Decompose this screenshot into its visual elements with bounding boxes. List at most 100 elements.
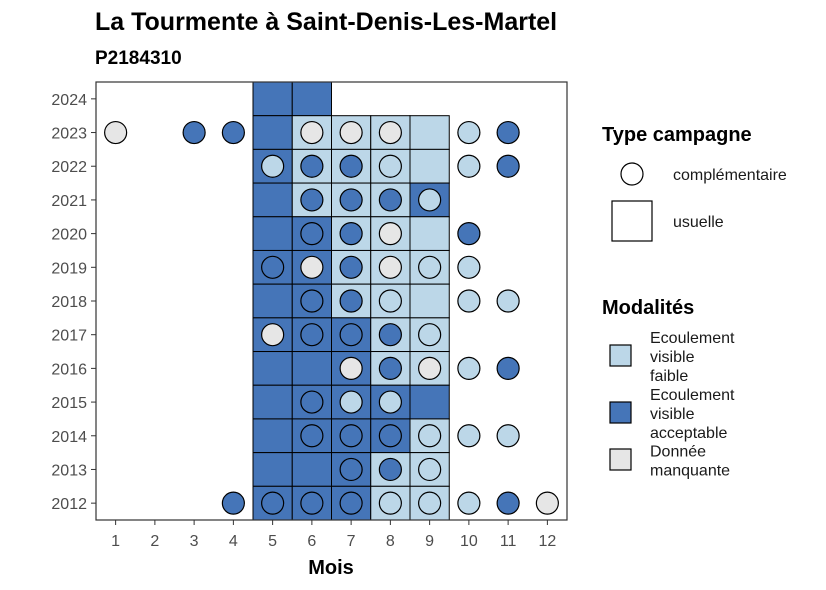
legend-circle-symbol [620, 162, 644, 186]
y-tick-label-2019: 2019 [51, 260, 87, 277]
tile-2016-5 [252, 351, 293, 386]
point-2012-5 [261, 491, 285, 515]
x-tick-label-4: 4 [229, 533, 238, 550]
y-tick-label-2012: 2012 [51, 496, 87, 513]
legend: Type campagne complémentaire usuelle Mod… [602, 124, 787, 480]
legend-modalites-items: Ecoulement visible faible Ecoulement visible… [609, 330, 735, 480]
point-2021-7 [339, 188, 363, 212]
point-2019-10 [457, 255, 481, 279]
legend-label-line: acceptable [650, 425, 727, 442]
x-tick-label-9: 9 [425, 533, 434, 550]
point-2023-8 [378, 120, 402, 145]
x-tick-label-7: 7 [347, 533, 356, 550]
point-2012-11 [496, 491, 520, 515]
y-tick-label-2023: 2023 [51, 126, 87, 143]
y-tick-label-2016: 2016 [51, 361, 87, 378]
complementaire-points [104, 120, 559, 515]
point-2012-6 [300, 491, 324, 515]
tile-2023-9 [409, 115, 450, 150]
point-2014-10 [457, 424, 481, 448]
point-2012-4 [221, 491, 245, 515]
point-2018-10 [457, 289, 481, 313]
point-2012-8 [378, 491, 402, 515]
y-tick-label-2015: 2015 [51, 395, 87, 412]
point-2022-6 [300, 154, 324, 178]
tile-2024-5 [252, 81, 293, 117]
point-2019-8 [378, 255, 402, 279]
point-2017-7 [339, 323, 363, 347]
point-2018-8 [378, 289, 402, 313]
tile-2015-5 [252, 384, 293, 420]
point-2017-9 [418, 323, 442, 347]
point-2018-11 [496, 289, 520, 313]
tile-2015-9 [409, 384, 450, 420]
tile-2016-6 [291, 351, 332, 386]
x-tick-label-6: 6 [307, 533, 316, 550]
point-2016-10 [457, 356, 481, 380]
point-2023-4 [221, 120, 245, 145]
point-2017-6 [300, 323, 324, 347]
point-2014-7 [339, 424, 363, 448]
point-2022-7 [339, 154, 363, 178]
point-2018-7 [339, 289, 363, 313]
point-2023-1 [104, 120, 128, 145]
point-2012-10 [457, 491, 481, 515]
plot-area [95, 81, 568, 521]
legend-label-line: Ecoulement [650, 330, 735, 347]
tile-2023-5 [252, 115, 293, 150]
point-2022-10 [457, 154, 481, 178]
point-2012-7 [339, 491, 363, 515]
tile-2018-9 [409, 283, 450, 319]
legend-type-complementaire: complémentaire [673, 167, 787, 184]
point-2016-9 [418, 356, 442, 380]
legend-type-title: Type campagne [602, 124, 752, 146]
y-tick-label-2024: 2024 [51, 92, 87, 109]
point-2015-6 [300, 390, 324, 414]
y-tick-label-2013: 2013 [51, 462, 87, 479]
chart-title: La Tourmente à Saint-Denis-Les-Martel [95, 8, 557, 36]
point-2018-6 [300, 289, 324, 313]
tile-2021-5 [252, 182, 293, 218]
point-2023-11 [496, 120, 520, 145]
tile-2020-5 [252, 216, 293, 251]
tile-2013-6 [291, 452, 332, 487]
tile-2024-6 [291, 81, 332, 117]
legend-square-symbol [611, 200, 653, 242]
point-2022-11 [496, 154, 520, 178]
chart-subtitle: P2184310 [95, 48, 182, 69]
point-2012-9 [418, 491, 442, 515]
point-2023-6 [300, 120, 324, 145]
point-2021-6 [300, 188, 324, 212]
point-2015-7 [339, 390, 363, 414]
legend-label-line: visible [650, 349, 695, 366]
point-2023-10 [457, 120, 481, 145]
point-2013-8 [378, 457, 402, 482]
point-2013-7 [339, 457, 363, 482]
point-2016-11 [496, 356, 520, 380]
point-2022-8 [378, 154, 402, 178]
legend-modalites-title: Modalités [602, 297, 694, 319]
point-2014-8 [378, 424, 402, 448]
legend-label-line: Ecoulement [650, 387, 735, 404]
y-tick-label-2020: 2020 [51, 227, 87, 244]
point-2020-7 [339, 222, 363, 246]
point-2020-10 [457, 222, 481, 246]
y-tick-label-2022: 2022 [51, 159, 87, 176]
point-2017-8 [378, 323, 402, 347]
point-2021-9 [418, 188, 442, 212]
x-tick-label-10: 10 [460, 533, 478, 550]
point-2019-6 [300, 255, 324, 279]
legend-swatch-acceptable [609, 401, 632, 424]
point-2023-7 [339, 120, 363, 145]
point-2020-8 [378, 222, 402, 246]
legend-swatch-faible [609, 344, 632, 367]
point-2022-5 [261, 154, 285, 178]
x-axis-title: Mois [308, 557, 354, 579]
tile-2022-9 [409, 148, 450, 184]
point-2016-7 [339, 356, 363, 380]
point-2016-8 [378, 356, 402, 380]
x-axis: 1 2 3 4 5 6 7 8 9 10 11 12 [111, 520, 556, 550]
x-tick-label-5: 5 [268, 533, 277, 550]
y-tick-label-2021: 2021 [51, 193, 87, 210]
